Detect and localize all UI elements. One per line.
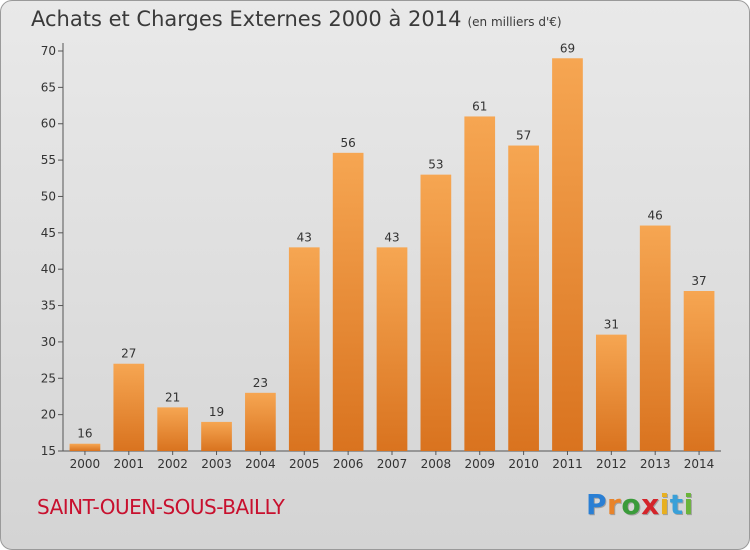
title-text: Achats et Charges Externes 2000 à 2014 — [31, 7, 462, 31]
bar-2010 — [508, 145, 539, 451]
x-tick-label-2005: 2005 — [289, 457, 320, 471]
y-tick-label: 45 — [41, 226, 56, 240]
value-label-2001: 27 — [121, 347, 136, 361]
logo-letter: t — [669, 488, 684, 521]
y-tick-label: 50 — [41, 189, 56, 203]
x-tick-label-2012: 2012 — [596, 457, 627, 471]
y-tick-label: 55 — [41, 153, 56, 167]
value-label-2013: 46 — [648, 209, 663, 223]
value-label-2007: 43 — [384, 230, 399, 244]
value-label-2002: 21 — [165, 390, 180, 404]
x-tick-label-2010: 2010 — [508, 457, 539, 471]
logo-letter: o — [621, 488, 642, 521]
y-tick-label: 35 — [41, 299, 56, 313]
value-label-2004: 23 — [253, 376, 268, 390]
y-tick-label: 20 — [41, 408, 56, 422]
bar-2003 — [201, 421, 232, 451]
logo-letter: x — [641, 488, 660, 521]
bar-2013 — [639, 225, 671, 451]
value-label-2005: 43 — [297, 230, 312, 244]
bar-2000 — [69, 443, 101, 451]
bar-2009 — [464, 116, 496, 452]
y-tick-label: 30 — [41, 335, 56, 349]
bar-2002 — [157, 407, 189, 451]
x-tick-label-2000: 2000 — [70, 457, 101, 471]
value-label-2008: 53 — [428, 158, 443, 172]
x-tick-label-2001: 2001 — [114, 457, 145, 471]
logo-letter: i — [683, 488, 694, 521]
y-tick-label: 40 — [41, 262, 56, 276]
x-tick-label-2002: 2002 — [157, 457, 188, 471]
chart-title: Achats et Charges Externes 2000 à 2014 (e… — [31, 7, 562, 31]
bar-2007 — [376, 247, 408, 451]
y-tick-label: 25 — [41, 371, 56, 385]
x-tick-label-2006: 2006 — [333, 457, 364, 471]
bar-2011 — [552, 58, 583, 451]
bar-2012 — [595, 334, 627, 451]
x-tick-label-2004: 2004 — [245, 457, 276, 471]
logo-letter: r — [607, 488, 622, 521]
value-label-2011: 69 — [560, 41, 575, 55]
x-tick-label-2014: 2014 — [684, 457, 715, 471]
bar-2006 — [332, 152, 364, 451]
bar-2014 — [683, 291, 715, 451]
value-label-2009: 61 — [472, 99, 487, 113]
proxiti-logo[interactable]: Proxiti — [586, 488, 694, 521]
bar-2005 — [288, 247, 320, 451]
x-tick-label-2013: 2013 — [640, 457, 671, 471]
value-label-2000: 16 — [77, 427, 92, 441]
y-tick-label: 60 — [41, 117, 56, 131]
y-tick-label: 65 — [41, 80, 56, 94]
commune-name: SAINT-OUEN-SOUS-BAILLY — [37, 495, 285, 519]
logo-letter: i — [659, 488, 670, 521]
x-tick-label-2011: 2011 — [552, 457, 583, 471]
value-label-2010: 57 — [516, 129, 531, 143]
chart-subtitle: (en milliers d'€) — [467, 15, 562, 29]
x-tick-label-2007: 2007 — [377, 457, 408, 471]
x-tick-label-2003: 2003 — [201, 457, 232, 471]
y-tick-label: 70 — [41, 44, 56, 58]
bar-2008 — [420, 174, 452, 452]
bar-chart: 15 20 25 30 35 40 45 50 55 60 65 70 2000 2001 2002 2003… — [41, 41, 721, 471]
x-tick-label-2009: 2009 — [464, 457, 495, 471]
bar-2001 — [113, 363, 145, 451]
logo-letter: P — [586, 488, 608, 521]
y-tick-label: 15 — [41, 444, 56, 458]
bar-2004 — [245, 392, 276, 451]
value-label-2003: 19 — [209, 405, 224, 419]
value-label-2006: 56 — [340, 136, 355, 150]
value-label-2014: 37 — [691, 274, 706, 288]
x-tick-label-2008: 2008 — [421, 457, 452, 471]
value-label-2012: 31 — [604, 318, 619, 332]
